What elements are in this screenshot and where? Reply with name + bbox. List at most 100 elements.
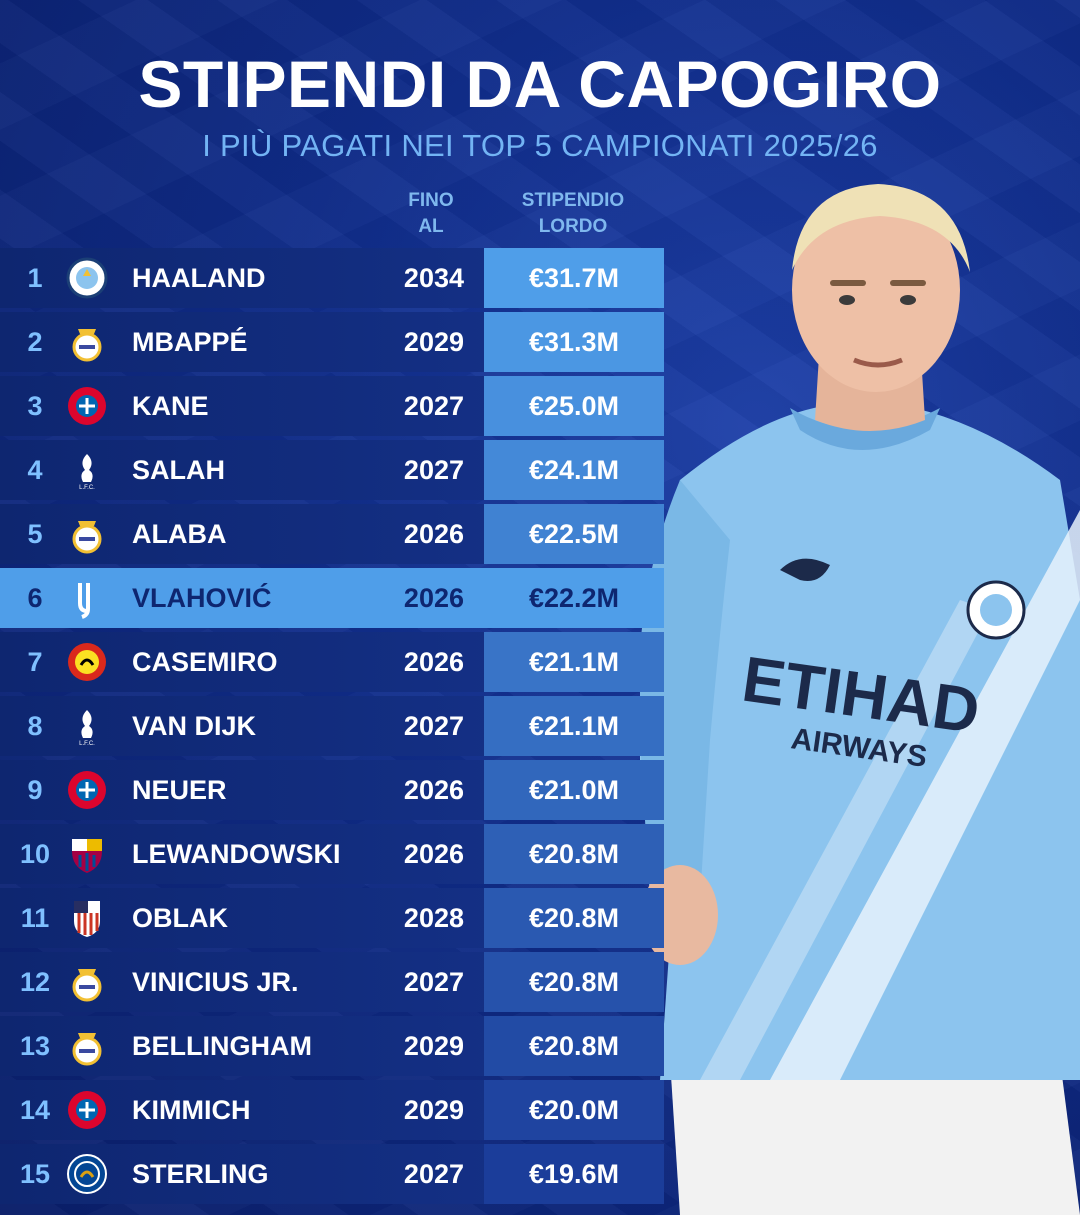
gross-salary: €21.1M: [484, 696, 664, 756]
contract-until: 2027: [403, 455, 464, 485]
contract-until: 2027: [403, 967, 464, 997]
rank-number: 14: [19, 1095, 51, 1125]
contract-until: 2027: [403, 1159, 464, 1189]
contract-until: 2026: [403, 775, 464, 805]
gross-salary: €19.6M: [484, 1144, 664, 1204]
gross-salary: €20.0M: [484, 1080, 664, 1140]
contract-until: 2027: [403, 711, 464, 741]
table-row-3: 3 KANE 2027 €25.0M: [0, 376, 664, 436]
player-name: VINICIUS JR.: [132, 967, 299, 997]
liverpool-crest-icon: L.F.C.: [66, 705, 108, 747]
table-row-7: 7 CASEMIRO 2026 €21.1M: [0, 632, 664, 692]
liverpool-crest-icon: L.F.C.: [66, 449, 108, 491]
juventus-crest-icon: [66, 577, 108, 619]
column-header-salary-line1: STIPENDIO: [521, 190, 625, 211]
player-name: VAN DIJK: [132, 711, 257, 741]
player-name: MBAPPÉ: [132, 327, 248, 357]
page-title: STIPENDI DA CAPOGIRO: [138, 47, 942, 121]
gross-salary: €20.8M: [484, 952, 664, 1012]
player-name: NEUER: [132, 775, 227, 805]
rank-number: 1: [27, 263, 43, 293]
table-row-12: 12 VINICIUS JR. 2027 €20.8M: [0, 952, 664, 1012]
chelsea-crest-icon: [66, 1153, 108, 1195]
player-photo: ETIHAD AIRWAYS: [640, 184, 1080, 1215]
contract-until: 2026: [403, 839, 464, 869]
contract-until: 2026: [403, 583, 464, 613]
player-name: BELLINGHAM: [132, 1031, 312, 1061]
rank-number: 13: [19, 1031, 51, 1061]
column-header-salary: STIPENDIO LORDO: [498, 188, 648, 240]
contract-until: 2026: [403, 519, 464, 549]
player-name: VLAHOVIĆ: [132, 583, 272, 613]
player-name: SALAH: [132, 455, 225, 485]
man-city-crest-icon: [66, 257, 108, 299]
gross-salary: €31.3M: [484, 312, 664, 372]
atletico-crest-icon: [66, 897, 108, 939]
rank-number: 9: [27, 775, 43, 805]
table-row-8: 8 L.F.C. VAN DIJK 2027 €21.1M: [0, 696, 664, 756]
rank-number: 5: [27, 519, 43, 549]
contract-until: 2026: [403, 647, 464, 677]
table-row-9: 9 NEUER 2026 €21.0M: [0, 760, 664, 820]
player-name: OBLAK: [132, 903, 228, 933]
column-header-salary-line2: LORDO: [538, 216, 608, 237]
gross-salary: €20.8M: [484, 824, 664, 884]
rank-number: 12: [19, 967, 51, 997]
player-name: KIMMICH: [132, 1095, 251, 1125]
player-name: ALABA: [132, 519, 227, 549]
column-header-until: FINO AL: [393, 188, 469, 240]
contract-until: 2034: [403, 263, 464, 293]
contract-until: 2028: [403, 903, 464, 933]
table-row-6: 6 VLAHOVIĆ 2026 €22.2M: [0, 568, 664, 628]
gross-salary: €21.1M: [484, 632, 664, 692]
contract-until: 2029: [403, 1031, 464, 1061]
real-madrid-crest-icon: [66, 961, 108, 1003]
real-madrid-crest-icon: [66, 1025, 108, 1067]
table-row-11: 11 OBLAK 2028 €20.8M: [0, 888, 664, 948]
gross-salary: €20.8M: [484, 888, 664, 948]
table-row-1: 1 HAALAND 2034 €31.7M: [0, 248, 664, 308]
table-row-15: 15 STERLING 2027 €19.6M: [0, 1144, 664, 1204]
table-row-10: 10 LEWANDOWSKI 2026 €20.8M: [0, 824, 664, 884]
gross-salary: €25.0M: [484, 376, 664, 436]
rank-number: 7: [27, 647, 43, 677]
page-subtitle: I PIÙ PAGATI NEI TOP 5 CAMPIONATI 2025/2…: [202, 128, 878, 163]
rank-number: 6: [27, 583, 43, 613]
rank-number: 10: [19, 839, 51, 869]
gross-salary: €21.0M: [484, 760, 664, 820]
rank-number: 4: [27, 455, 43, 485]
svg-text:L.F.C.: L.F.C.: [79, 485, 95, 491]
table-row-13: 13 BELLINGHAM 2029 €20.8M: [0, 1016, 664, 1076]
real-madrid-crest-icon: [66, 321, 108, 363]
contract-until: 2029: [403, 1095, 464, 1125]
column-header-until-line2: AL: [418, 216, 444, 237]
gross-salary: €22.5M: [484, 504, 664, 564]
gross-salary: €24.1M: [484, 440, 664, 500]
table-row-4: 4 L.F.C. SALAH 2027 €24.1M: [0, 440, 664, 500]
player-name: HAALAND: [132, 263, 266, 293]
contract-until: 2027: [403, 391, 464, 421]
bayern-crest-icon: [66, 1089, 108, 1131]
rank-number: 8: [27, 711, 43, 741]
bayern-crest-icon: [66, 769, 108, 811]
barcelona-crest-icon: [66, 833, 108, 875]
man-united-crest-icon: [66, 641, 108, 683]
gross-salary: €22.2M: [528, 583, 620, 613]
bayern-crest-icon: [66, 385, 108, 427]
rank-number: 11: [20, 903, 50, 933]
contract-until: 2029: [403, 327, 464, 357]
rank-number: 3: [27, 391, 43, 421]
rank-number: 2: [27, 327, 43, 357]
rank-number: 15: [19, 1159, 51, 1189]
player-name: STERLING: [132, 1159, 269, 1189]
player-name: KANE: [132, 391, 209, 421]
gross-salary: €31.7M: [484, 248, 664, 308]
table-row-5: 5 ALABA 2026 €22.5M: [0, 504, 664, 564]
column-header-until-line1: FINO: [408, 190, 454, 211]
table-row-2: 2 MBAPPÉ 2029 €31.3M: [0, 312, 664, 372]
player-name: CASEMIRO: [132, 647, 278, 677]
table-row-14: 14 KIMMICH 2029 €20.0M: [0, 1080, 664, 1140]
player-name: LEWANDOWSKI: [132, 839, 341, 869]
real-madrid-crest-icon: [66, 513, 108, 555]
svg-text:L.F.C.: L.F.C.: [79, 741, 95, 747]
